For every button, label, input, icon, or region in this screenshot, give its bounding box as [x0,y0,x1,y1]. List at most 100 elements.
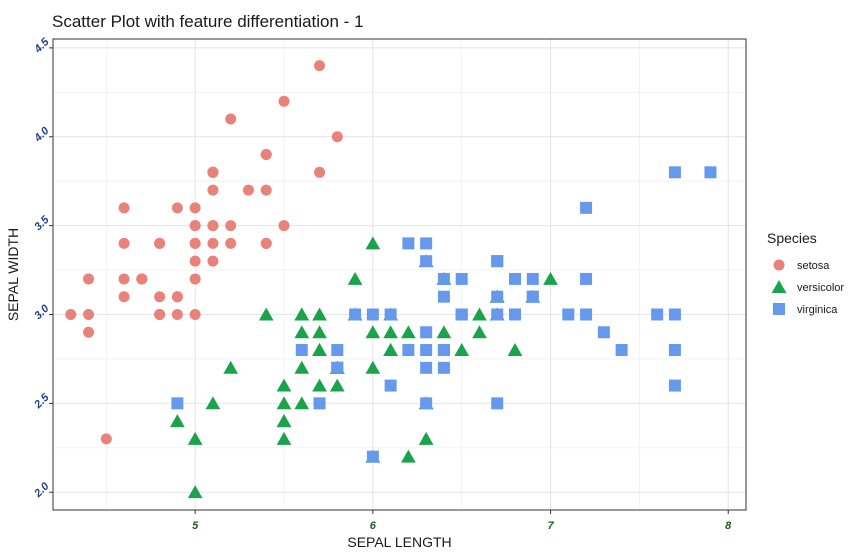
virginica-point [526,272,539,285]
legend-key-versicolor [771,280,787,293]
setosa-point [189,273,201,285]
versicolor-point [276,396,292,410]
setosa-point [260,237,272,249]
virginica-point [420,397,433,410]
virginica-point [420,326,433,339]
y-axis-title: SEPAL WIDTH [5,228,21,321]
versicolor-point [507,343,523,356]
setosa-point [189,202,201,214]
setosa-point [207,184,219,196]
setosa-point [331,131,343,143]
virginica-point [668,379,681,392]
virginica-point [562,308,575,321]
virginica-point [437,361,450,374]
legend: Species setosa versicolor virginica [767,230,844,316]
virginica-point [402,344,415,357]
x-axis-title: SEPAL LENGTH [347,534,451,550]
setosa-point [154,308,166,320]
versicolor-point [170,414,185,428]
versicolor-point [312,343,327,356]
setosa-point [314,166,326,178]
versicolor-point [276,414,292,428]
setosa-point [136,273,148,285]
virginica-point [420,361,433,374]
versicolor-point [187,431,203,445]
virginica-point [651,308,664,321]
setosa-point [278,220,290,232]
versicolor-point [472,307,487,321]
plot-panel-border [52,38,747,511]
versicolor-point [223,360,239,374]
virginica-point [580,201,593,214]
versicolor-point [312,378,327,392]
virginica-point [455,308,468,321]
gridlines [53,39,746,510]
setosa-point [260,184,272,196]
versicolor-point [365,325,381,339]
virginica-point [668,166,681,179]
versicolor-point [365,236,381,250]
virginica-point [366,450,379,463]
setosa-point [225,220,237,232]
virginica-point [491,397,504,410]
x-tick-label: 8 [725,520,732,532]
setosa-point [118,237,130,249]
versicolor-point [329,378,345,392]
virginica-point [597,326,610,339]
setosa-point [225,113,237,125]
x-tick-label: 7 [547,520,554,532]
versicolor-point [401,449,416,463]
setosa-point [65,308,77,320]
versicolor-point [543,271,558,285]
virginica-point [455,272,468,285]
versicolor-point [205,396,221,410]
virginica-point [349,308,362,321]
virginica-point [668,308,681,321]
legend-key-virginica [773,303,785,315]
setosa-point [83,326,95,338]
setosa-point [171,308,183,320]
versicolor-point [454,343,470,356]
setosa-point [189,237,201,249]
setosa-point [207,255,219,267]
x-tick-label: 6 [370,520,377,532]
virginica-point [402,237,415,250]
virginica-point [331,361,344,374]
virginica-point [580,272,593,285]
versicolor-point [294,396,310,410]
virginica-point [420,255,433,268]
virginica-point [509,308,521,321]
setosa-point [189,220,201,232]
versicolor-point [187,485,203,499]
virginica-point [491,290,504,303]
setosa-point [118,273,130,285]
virginica-point [384,379,397,392]
setosa-point [242,184,254,196]
virginica-point [366,308,379,321]
legend-items: setosa versicolor virginica [771,259,844,316]
virginica-point [704,166,717,179]
virginica-point [580,308,593,321]
virginica-point [491,308,504,321]
x-axis-ticks: 5 6 7 8 [192,510,732,532]
setosa-point [118,291,130,303]
versicolor-point [401,325,416,339]
versicolor-point [347,271,363,285]
legend-label-virginica: virginica [797,304,838,316]
virginica-point [491,255,504,268]
setosa-point [225,237,237,249]
versicolor-point [276,378,292,392]
virginica-point [420,237,433,250]
versicolor-point [294,325,310,339]
virginica-point [437,344,450,357]
virginica-point [615,344,628,357]
virginica-point [668,344,681,357]
virginica-point [384,308,397,321]
setosa-point [83,308,95,320]
versicolor-point [472,325,487,339]
setosa-point [171,202,183,214]
versicolor-point [436,325,452,339]
versicolor-point [383,325,398,339]
versicolor-point [258,307,274,321]
